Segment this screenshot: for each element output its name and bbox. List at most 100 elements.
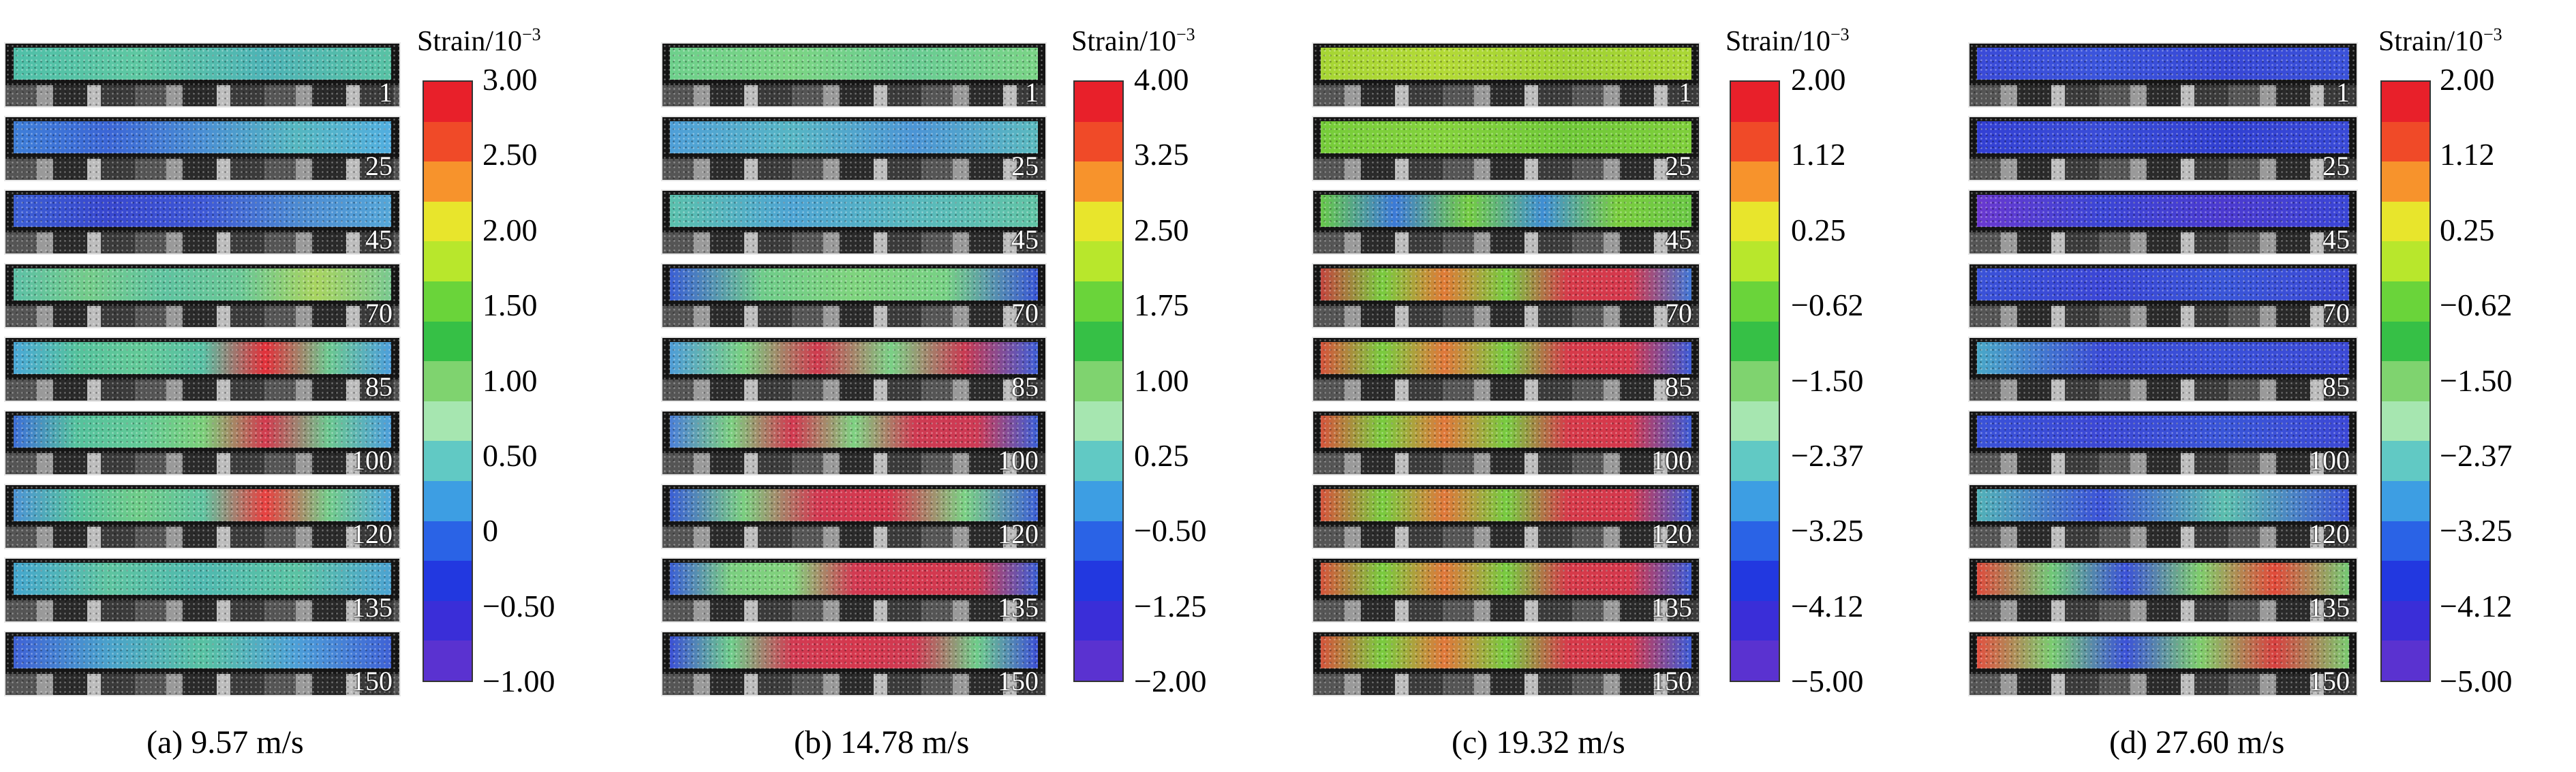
colorbar-title: Strain/10−3 xyxy=(2378,26,2502,57)
colorbar-tick-label: −1.50 xyxy=(2440,362,2513,398)
colorbar-tick-label: −0.62 xyxy=(1791,288,1864,323)
frame-number: 45 xyxy=(1665,224,1692,255)
strain-frame: 45 xyxy=(1968,189,2358,255)
specimen-background xyxy=(1969,232,2357,253)
strain-frame: 150 xyxy=(4,631,401,696)
colorbar-segment xyxy=(1075,480,1122,521)
specimen-background xyxy=(1313,232,1699,253)
colorbar-segment xyxy=(424,521,472,561)
colorbar-tick-label: 0.25 xyxy=(1134,437,1189,473)
specimen-background xyxy=(1969,158,2357,180)
frame-number: 45 xyxy=(365,224,393,255)
colorbar-segment xyxy=(1731,121,1779,162)
strain-frame: 120 xyxy=(1312,484,1700,549)
colorbar-title-text: Strain/10 xyxy=(2378,26,2483,57)
colorbar-segment xyxy=(2382,480,2429,521)
colorbar-segment xyxy=(424,281,472,322)
strain-frame: 150 xyxy=(661,631,1047,696)
colorbar-tick-label: 2.00 xyxy=(2440,62,2495,97)
frame-number: 100 xyxy=(2309,445,2350,476)
strain-frame: 25 xyxy=(1312,116,1700,181)
frame-number: 120 xyxy=(1651,519,1692,549)
specimen-background xyxy=(1313,673,1699,695)
specimen-background xyxy=(662,84,1045,106)
colorbar-segment xyxy=(1075,441,1122,481)
strain-field xyxy=(1321,562,1691,596)
colorbar-tick-label: −5.00 xyxy=(2440,664,2513,698)
strain-frame: 1 xyxy=(4,42,401,108)
strain-frame: 45 xyxy=(661,189,1047,255)
colorbar-tick-label: 1.75 xyxy=(1134,288,1189,323)
colorbar-segment xyxy=(1075,161,1122,202)
frame-number: 70 xyxy=(2322,298,2350,328)
strain-frame: 25 xyxy=(661,116,1047,181)
strain-field xyxy=(1977,562,2349,596)
frame-number: 135 xyxy=(2309,592,2350,623)
frame-number: 25 xyxy=(1665,151,1692,181)
strain-field xyxy=(1977,47,2349,80)
colorbar-title-exponent: −3 xyxy=(1830,25,1850,44)
strain-field xyxy=(13,194,392,228)
strain-frame: 70 xyxy=(4,263,401,328)
strain-field xyxy=(1321,341,1691,375)
colorbar-segment xyxy=(424,321,472,362)
panel-caption: (d) 27.60 m/s xyxy=(2109,724,2285,760)
strain-frame: 150 xyxy=(1968,631,2358,696)
colorbar-tick-label: 2.00 xyxy=(482,212,538,247)
specimen-background xyxy=(1969,600,2357,621)
strain-frame: 70 xyxy=(661,263,1047,328)
frame-number: 85 xyxy=(1665,371,1692,402)
colorbar-segment xyxy=(1075,241,1122,281)
specimen-background xyxy=(662,452,1045,474)
frame-number: 85 xyxy=(2322,371,2350,402)
colorbar-tick-label: −3.25 xyxy=(2440,513,2513,549)
specimen-background xyxy=(1313,305,1699,327)
specimen-background xyxy=(662,158,1045,180)
colorbar-tick-label: −2.37 xyxy=(1791,437,1864,473)
colorbar-segment xyxy=(1075,401,1122,442)
strain-frame: 85 xyxy=(1312,337,1700,402)
strain-field xyxy=(1321,636,1691,669)
colorbar-tick-label: −1.50 xyxy=(1791,362,1864,398)
colorbar-title-exponent: −3 xyxy=(1176,25,1195,44)
colorbar-segment xyxy=(424,480,472,521)
colorbar-segment xyxy=(1075,521,1122,561)
colorbar-segment xyxy=(424,361,472,401)
strain-frame: 85 xyxy=(661,337,1047,402)
panel-caption: (b) 14.78 m/s xyxy=(794,724,970,760)
colorbar-segment xyxy=(1075,561,1122,601)
colorbar-segment xyxy=(2382,600,2429,641)
frame-number: 150 xyxy=(2309,666,2350,696)
specimen-background xyxy=(5,526,399,548)
frame-number: 135 xyxy=(998,592,1039,623)
specimen-background xyxy=(1313,600,1699,621)
colorbar-tick-label: −0.50 xyxy=(1134,513,1207,549)
colorbar-tick-label: 0.50 xyxy=(482,437,538,473)
frame-number: 70 xyxy=(1665,298,1692,328)
strain-frame: 135 xyxy=(1312,557,1700,623)
specimen-background xyxy=(662,305,1045,327)
colorbar-segment xyxy=(1731,640,1779,681)
strain-field xyxy=(670,415,1038,448)
specimen-background xyxy=(5,84,399,106)
strain-field xyxy=(13,121,392,154)
strain-field xyxy=(1321,268,1691,301)
specimen-background xyxy=(5,379,399,401)
strain-field xyxy=(1977,268,2349,301)
strain-field xyxy=(1977,415,2349,448)
colorbar-segment xyxy=(1075,640,1122,681)
strain-field xyxy=(13,636,392,669)
frame-number: 120 xyxy=(352,519,393,549)
strain-frame: 135 xyxy=(4,557,401,623)
strain-field xyxy=(13,562,392,596)
colorbar-segment xyxy=(1075,321,1122,362)
strain-field xyxy=(670,636,1038,669)
frame-number: 1 xyxy=(2336,77,2350,108)
strain-field xyxy=(13,415,392,448)
specimen-background xyxy=(1969,379,2357,401)
frame-number: 135 xyxy=(1651,592,1692,623)
strain-frame: 25 xyxy=(1968,116,2358,181)
frame-number: 120 xyxy=(2309,519,2350,549)
colorbar-segment xyxy=(2382,82,2429,122)
specimen-background xyxy=(1313,526,1699,548)
